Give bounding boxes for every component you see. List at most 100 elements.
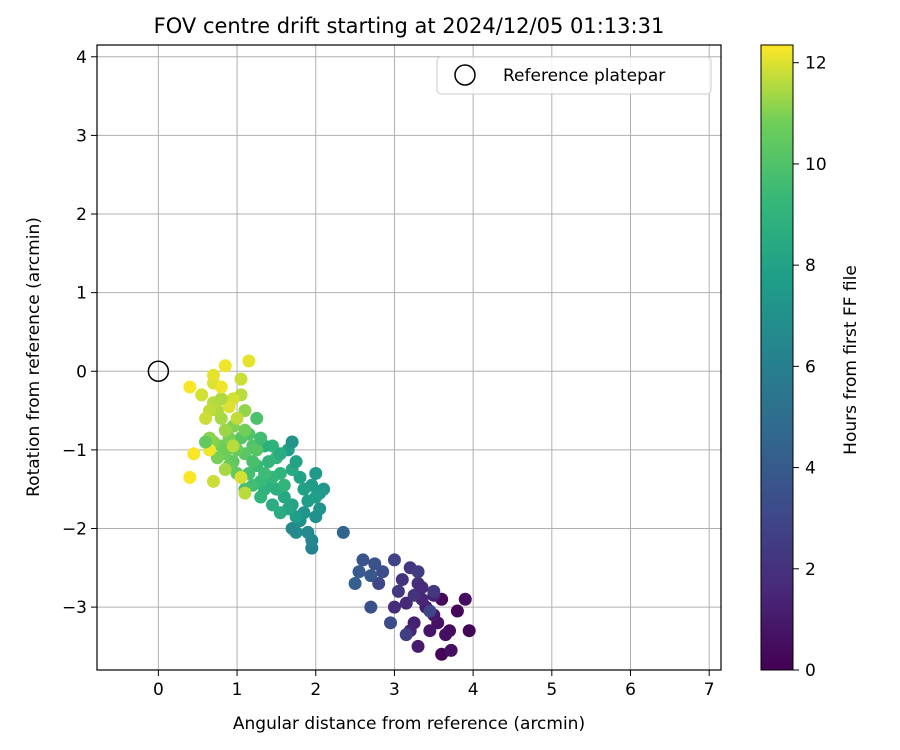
scatter-point [265, 498, 279, 512]
scatter-point [187, 447, 201, 461]
y-tick-label: 2 [76, 205, 87, 225]
x-tick-label: 2 [310, 680, 321, 700]
scatter-point [250, 411, 264, 425]
scatter-point [195, 388, 209, 402]
x-tick-label: 6 [625, 680, 636, 700]
scatter-point [199, 411, 213, 425]
scatter-point [273, 447, 287, 461]
scatter-point [218, 463, 232, 477]
scatter-point [183, 380, 197, 394]
colorbar-tick-label: 0 [805, 661, 816, 681]
scatter-point [384, 616, 398, 630]
y-axis-ticks: −3 −2 −1 0 1 2 3 4 [62, 48, 97, 618]
scatter-point [391, 584, 405, 598]
scatter-point [423, 604, 437, 618]
y-axis-label: Rotation from reference (arcmin) [24, 217, 44, 497]
scatter-point [356, 553, 370, 567]
colorbar-tick-label: 4 [805, 459, 816, 479]
scatter-point [372, 577, 386, 591]
y-tick-label: −2 [62, 519, 87, 539]
scatter-point [364, 569, 378, 583]
x-axis-ticks: 0 1 2 3 4 5 6 7 [153, 670, 715, 700]
plot-frame [96, 44, 722, 671]
scatter-point [450, 604, 464, 618]
scatter-point [222, 400, 236, 414]
scatter-point [444, 643, 458, 657]
colorbar-tick-label: 2 [805, 560, 816, 580]
scatter-point [387, 600, 401, 614]
scatter-point [313, 502, 327, 516]
x-tick-label: 3 [389, 680, 400, 700]
colorbar-ticks: 0 2 4 6 8 10 12 [793, 54, 827, 681]
scatter-point [439, 628, 453, 642]
scatter-point [277, 490, 291, 504]
scatter-point [238, 404, 252, 418]
chart-title: FOV centre drift starting at 2024/12/05 … [154, 14, 665, 38]
data-points [183, 354, 476, 661]
scatter-point [395, 573, 409, 587]
scatter-point [218, 359, 232, 373]
legend-box [436, 56, 712, 95]
scatter-point [258, 466, 272, 480]
scatter-point [399, 628, 413, 642]
colorbar-tick-label: 10 [805, 155, 827, 175]
scatter-point [238, 486, 252, 500]
scatter-point [285, 521, 299, 535]
y-tick-label: −1 [62, 441, 87, 461]
scatter-point [254, 431, 268, 445]
reference-platepar-marker [147, 360, 170, 383]
scatter-point [301, 525, 315, 539]
scatter-point [218, 423, 232, 437]
scatter-point [242, 354, 256, 368]
scatter-point [285, 435, 299, 449]
scatter-point [462, 624, 476, 638]
colorbar-gradient [760, 44, 794, 671]
scatter-point [214, 392, 228, 406]
scatter-point [226, 439, 240, 453]
scatter-point [297, 482, 311, 496]
legend: Reference platepar [436, 56, 712, 95]
x-tick-label: 5 [546, 680, 557, 700]
scatter-point [250, 443, 264, 457]
y-tick-label: 3 [76, 126, 87, 146]
colorbar-tick-label: 8 [805, 256, 816, 276]
scatter-point [254, 490, 268, 504]
scatter-point [230, 411, 244, 425]
x-tick-label: 7 [704, 680, 715, 700]
x-axis-label: Angular distance from reference (arcmin) [233, 714, 585, 734]
colorbar-label: Hours from first FF file [841, 265, 861, 455]
scatter-point [368, 557, 382, 571]
scatter-point [411, 565, 425, 579]
x-tick-label: 4 [468, 680, 479, 700]
scatter-point [277, 478, 291, 492]
scatter-point [210, 451, 224, 465]
scatter-point [214, 380, 228, 394]
scatter-point [234, 372, 248, 386]
scatter-point [399, 596, 413, 610]
scatter-point [348, 577, 362, 591]
scatter-point [206, 368, 220, 382]
legend-marker [454, 64, 476, 86]
scatter-point [273, 506, 287, 520]
colorbar: 0 2 4 6 8 10 12 Hours from first FF file [760, 44, 861, 681]
scatter-point [246, 455, 260, 469]
scatter-point [293, 470, 307, 484]
scatter-point [376, 565, 390, 579]
scatter-point [458, 592, 472, 606]
y-tick-label: −3 [62, 598, 87, 618]
scatter-point [352, 565, 366, 579]
y-tick-label: 1 [76, 284, 87, 304]
scatter-point [423, 624, 437, 638]
x-tick-label: 0 [153, 680, 164, 700]
scatter-point [411, 639, 425, 653]
scatter-point [206, 474, 220, 488]
scatter-point [387, 553, 401, 567]
scatter-point [234, 470, 248, 484]
colorbar-tick-label: 12 [805, 54, 827, 74]
y-tick-label: 0 [76, 362, 87, 382]
scatter-point [415, 580, 429, 594]
scatter-point [427, 584, 441, 598]
scatter-point [289, 455, 303, 469]
grid-lines [97, 45, 721, 670]
